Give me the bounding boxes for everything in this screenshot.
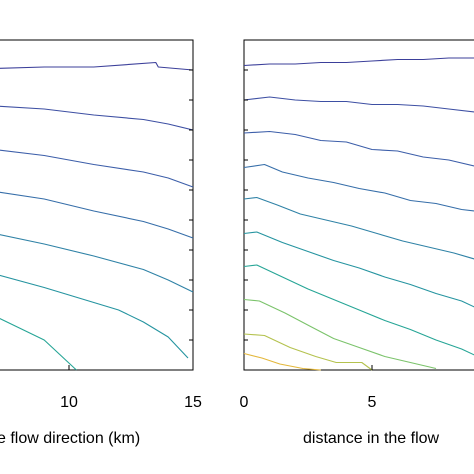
right-contour-line-5 xyxy=(243,196,474,260)
right-contour-line-7 xyxy=(243,264,474,356)
right-contour-line-2 xyxy=(243,96,474,113)
left-tick-group xyxy=(68,39,194,371)
right-contour-line-1 xyxy=(243,57,474,67)
left-contour-line-6 xyxy=(0,274,189,359)
right-contour-line-10 xyxy=(243,352,321,371)
right-contour-line-3 xyxy=(243,130,474,167)
right-x-tick-5: 5 xyxy=(368,394,377,411)
right-x-tick-0: 0 xyxy=(240,394,249,411)
left-contour-line-3 xyxy=(0,149,194,188)
left-contour-line-2 xyxy=(0,105,194,131)
left-contour-line-5 xyxy=(0,234,194,293)
right-contour-line-6 xyxy=(243,231,474,308)
right-x-axis-title: distance in the flow xyxy=(303,430,440,447)
left-contour-line-1 xyxy=(0,61,194,71)
right-tick-group xyxy=(243,39,373,371)
right-plot-frame xyxy=(243,39,474,371)
left-contour-line-4 xyxy=(0,191,194,239)
left-x-tick-10: 10 xyxy=(60,394,78,411)
left-x-axis-title: e flow direction (km) xyxy=(0,430,140,447)
right-contour-line-9 xyxy=(243,333,373,371)
right-series-group xyxy=(243,57,474,371)
left-plot-frame xyxy=(0,39,194,371)
right-contour-line-4 xyxy=(243,163,474,212)
left-x-tick-15: 15 xyxy=(184,394,202,411)
left-series-group xyxy=(0,61,194,371)
right-plot-panel: 0 5 distance in the flow xyxy=(240,39,474,447)
left-contour-line-7 xyxy=(0,318,77,371)
right-contour-line-8 xyxy=(243,298,437,370)
left-plot-panel: 10 15 e flow direction (km) xyxy=(0,39,202,447)
